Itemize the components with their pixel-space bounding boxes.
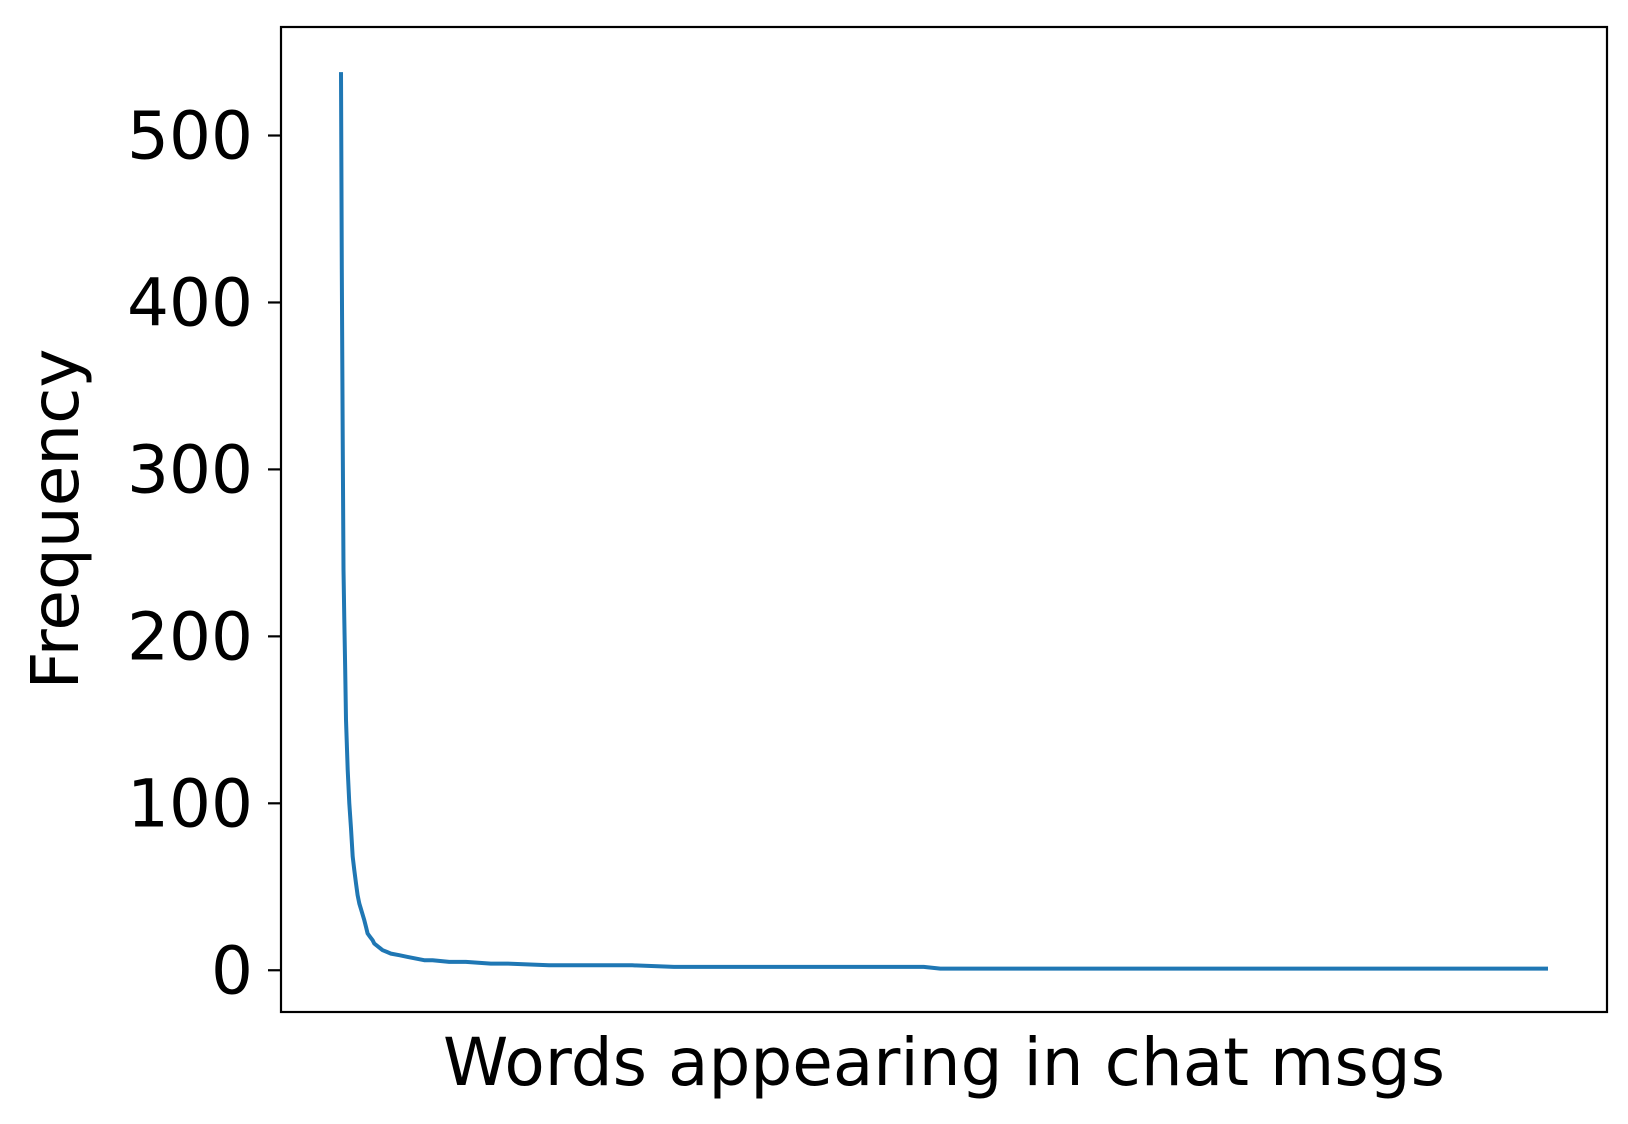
y-tick-label: 400 bbox=[127, 264, 253, 341]
y-tick-label: 200 bbox=[127, 598, 253, 675]
plot-area bbox=[279, 25, 1609, 1014]
y-tick-label: 0 bbox=[211, 932, 253, 1009]
y-axis-ticks: 0 100 200 300 400 500 bbox=[127, 98, 281, 1009]
series-line bbox=[339, 72, 1548, 971]
y-tick-label: 100 bbox=[127, 765, 253, 842]
y-tick-label: 300 bbox=[127, 431, 253, 508]
y-tick-label: 500 bbox=[127, 98, 253, 175]
y-axis-label: Frequency bbox=[17, 349, 94, 690]
x-axis-label: Words appearing in chat msgs bbox=[443, 1024, 1445, 1101]
